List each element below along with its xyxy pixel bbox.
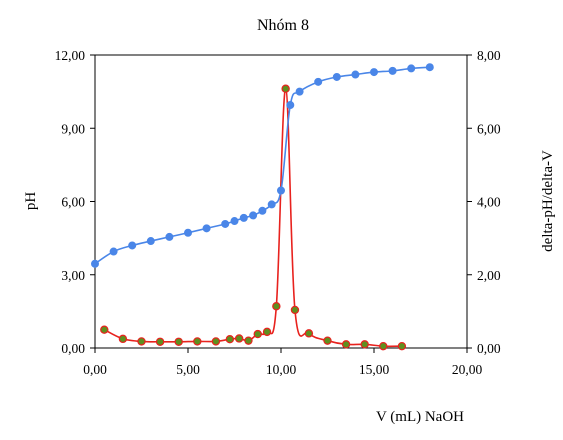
ph-point (128, 241, 137, 250)
x-tick-label: 10,00 (266, 362, 297, 377)
ph-point (258, 206, 267, 215)
y2-tick-label: 0,00 (477, 341, 501, 356)
ph-line (94, 66, 430, 265)
axis-ticks: 0,00 5,00 10,00 15,00 20,00 0,00 3,00 6,00 9,00 1… (55, 48, 501, 377)
ph-point (202, 224, 211, 233)
series-layer (91, 63, 434, 351)
ph-point (276, 186, 285, 195)
ph-point (109, 247, 118, 256)
ph-point (295, 87, 304, 96)
derivative-point (118, 334, 128, 344)
ph-point (425, 63, 434, 72)
y-axis-label: pH (23, 192, 39, 211)
ph-point (351, 70, 360, 79)
ph-point (146, 237, 155, 246)
ph-point (165, 232, 174, 241)
ph-point (91, 259, 100, 268)
y-tick-label: 12,00 (55, 48, 86, 63)
ph-point (388, 66, 397, 75)
derivative-point (304, 329, 314, 338)
ph-point (239, 213, 248, 222)
derivative-point (193, 337, 202, 346)
derivative-point (155, 337, 165, 346)
derivative-point (225, 335, 235, 344)
y2-tick-label: 8,00 (477, 48, 501, 63)
ph-point (267, 200, 276, 209)
y-tick-label: 3,00 (61, 268, 85, 283)
y2-tick-label: 6,00 (477, 121, 501, 136)
x-tick-label: 15,00 (359, 362, 390, 377)
x-axis-label: V (mL) NaOH (376, 409, 464, 425)
x-tick-label: 0,00 (83, 362, 107, 377)
y-tick-label: 0,00 (61, 341, 85, 356)
derivative-point (323, 336, 332, 345)
derivative-point (290, 305, 300, 315)
ph-point (183, 228, 192, 237)
derivative-point (211, 337, 221, 346)
y2-axis-label: delta-pH/delta-V (540, 150, 556, 252)
derivative-point (234, 334, 244, 343)
ph-point (332, 72, 341, 81)
ph-series (91, 63, 434, 268)
derivative-point (272, 302, 281, 311)
derivative-point (174, 337, 183, 346)
ph-point (249, 211, 258, 220)
ph-point (369, 68, 378, 77)
derivative-point (253, 329, 262, 339)
y2-tick-label: 4,00 (477, 195, 501, 210)
derivative-point (341, 340, 351, 349)
ph-point (407, 64, 416, 73)
derivative-point (262, 327, 272, 337)
x-tick-label: 20,00 (452, 362, 483, 377)
derivative-point (360, 340, 369, 349)
y-tick-label: 6,00 (61, 195, 85, 210)
ph-point (286, 101, 295, 110)
derivative-point (100, 325, 109, 334)
derivative-point (137, 337, 146, 346)
derivative-point (397, 341, 407, 351)
y-tick-label: 9,00 (61, 121, 85, 136)
derivative-point (379, 341, 388, 351)
y2-tick-label: 2,00 (477, 268, 501, 283)
ph-point (221, 219, 230, 228)
ph-point (314, 77, 323, 86)
ph-point (230, 217, 239, 226)
chart-title: Nhóm 8 (257, 17, 309, 34)
derivative-series (100, 84, 407, 351)
x-tick-label: 5,00 (176, 362, 200, 377)
derivative-point (244, 336, 253, 345)
derivative-point (281, 84, 290, 93)
